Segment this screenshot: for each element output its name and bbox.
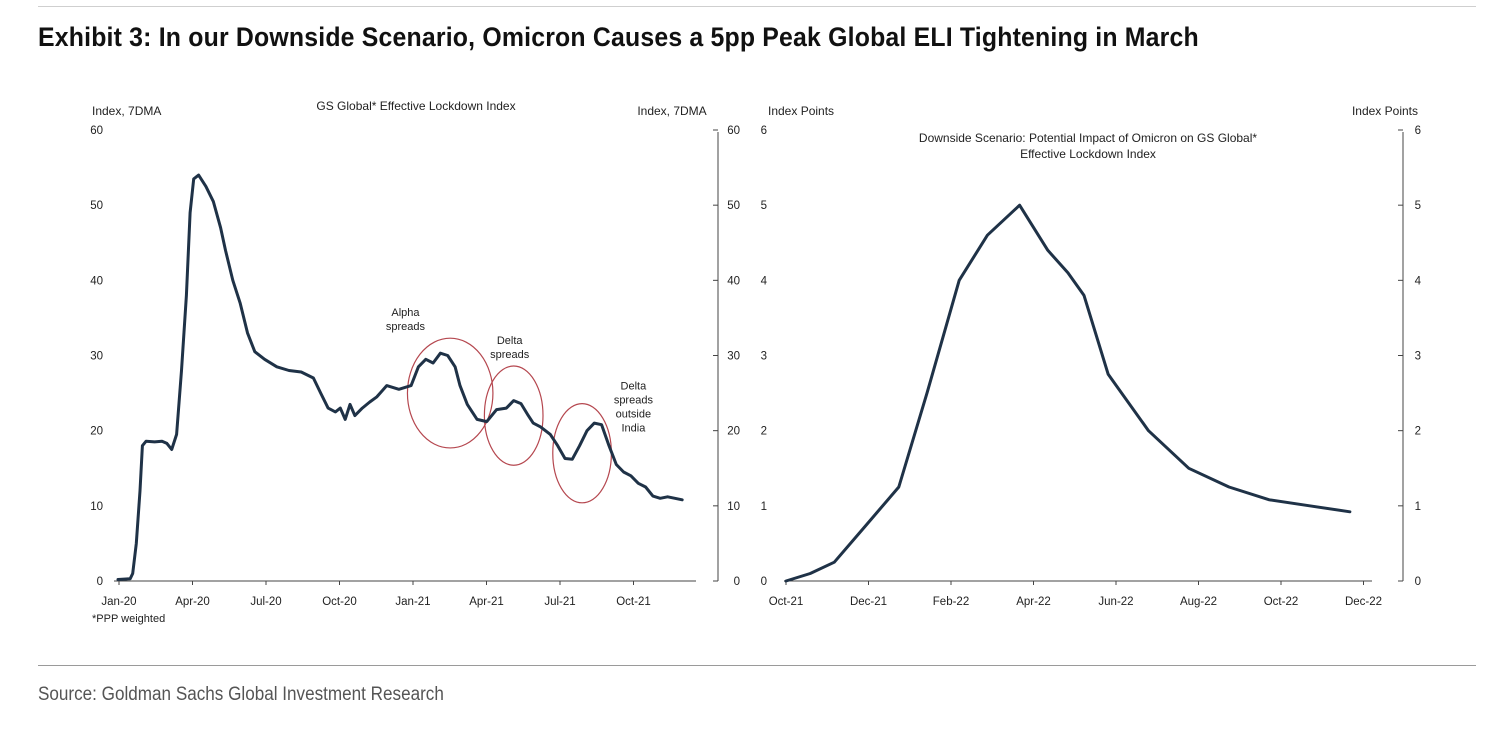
right-chart-left-ytick-labels: 0 1 2 3 4 5 6	[761, 125, 768, 588]
left-chart-footnote: *PPP weighted	[92, 613, 165, 625]
left-annotation-text: Delta	[497, 335, 524, 347]
left-left-ytick-label: 50	[90, 200, 103, 212]
left-annotation-text: Delta	[621, 381, 648, 393]
right-left-ytick-label: 2	[761, 426, 767, 438]
left-left-ytick-label: 30	[90, 351, 103, 363]
right-x-tick-label: Jun-22	[1098, 596, 1133, 608]
left-annotation-text: outside	[616, 409, 651, 421]
left-right-ytick-label: 10	[727, 501, 740, 513]
right-right-ytick-label: 4	[1415, 275, 1422, 287]
right-chart-left-ylabel: Index Points	[768, 104, 834, 118]
right-x-tick-label: Aug-22	[1180, 596, 1217, 608]
right-chart-series-line	[784, 203, 1352, 583]
right-x-tick-label: Dec-21	[850, 596, 887, 608]
left-annotation-text: India	[621, 423, 646, 435]
right-chart-right-ytick-labels: 0 1 2 3 4 5 6	[1415, 125, 1422, 588]
right-x-tick-label: Apr-22	[1016, 596, 1051, 608]
left-annotation-text: Alpha	[391, 307, 420, 319]
left-chart: Index, 7DMA GS Global* Effective Lockdow…	[90, 99, 740, 625]
left-x-tick-label: Jul-21	[544, 596, 575, 608]
right-right-ytick-label: 6	[1415, 125, 1421, 137]
right-left-ytick-label: 3	[761, 351, 767, 363]
left-x-tick-label: Apr-21	[469, 596, 504, 608]
right-chart-title-line-2: Effective Lockdown Index	[1020, 147, 1156, 161]
left-right-ytick-label: 40	[727, 275, 740, 287]
left-left-ytick-label: 40	[90, 275, 103, 287]
top-rule	[38, 6, 1476, 7]
right-right-ytick-label: 0	[1415, 576, 1421, 588]
right-x-tick-label: Dec-22	[1345, 596, 1382, 608]
right-x-tick-label: Oct-21	[769, 596, 804, 608]
left-chart-right-tick-marks	[713, 129, 718, 582]
right-right-ytick-label: 2	[1415, 426, 1421, 438]
left-chart-right-ylabel: Index, 7DMA	[637, 104, 706, 118]
source-note: Source: Goldman Sachs Global Investment …	[38, 684, 444, 705]
left-right-ytick-label: 0	[734, 576, 740, 588]
left-x-tick-label: Apr-20	[175, 596, 210, 608]
left-chart-title: GS Global* Effective Lockdown Index	[316, 99, 515, 113]
right-x-tick-label: Oct-22	[1264, 596, 1299, 608]
bottom-rule	[38, 665, 1476, 666]
left-chart-right-ytick-labels: 0 10 20 30 40 50 60	[727, 125, 740, 588]
left-x-tick-label: Oct-20	[322, 596, 357, 608]
right-chart-x-tick-labels: Oct-21 Dec-21 Feb-22 Apr-22 Jun-22 Aug-22 Oct-…	[769, 581, 1382, 608]
left-chart-left-ylabel: Index, 7DMA	[92, 104, 161, 118]
right-right-ytick-label: 5	[1415, 200, 1421, 212]
left-annotation-text: spreads	[490, 349, 530, 361]
right-left-ytick-label: 4	[761, 275, 768, 287]
left-annotation-text: spreads	[614, 395, 654, 407]
left-x-tick-label: Oct-21	[616, 596, 651, 608]
left-x-tick-label: Jan-21	[395, 596, 430, 608]
exhibit-title: Exhibit 3: In our Downside Scenario, Omi…	[38, 22, 1199, 52]
right-chart-right-tick-marks	[1398, 129, 1403, 582]
left-annotation-circle	[483, 365, 544, 466]
right-x-tick-label: Feb-22	[933, 596, 969, 608]
right-chart-title-line-1: Downside Scenario: Potential Impact of O…	[919, 131, 1257, 145]
left-chart-x-tick-labels: Jan-20 Apr-20 Jul-20 Oct-20 Jan-21 Apr-21 Jul-…	[101, 581, 651, 608]
left-left-ytick-label: 10	[90, 501, 103, 513]
left-annotation-circle	[406, 337, 494, 449]
left-left-ytick-label: 0	[97, 576, 103, 588]
left-right-ytick-label: 20	[727, 426, 740, 438]
right-left-ytick-label: 5	[761, 200, 767, 212]
right-left-ytick-label: 1	[761, 501, 767, 513]
left-chart-series-line	[116, 173, 684, 581]
right-right-ytick-label: 1	[1415, 501, 1421, 513]
left-x-tick-label: Jan-20	[101, 596, 136, 608]
left-right-ytick-label: 60	[727, 125, 740, 137]
left-right-ytick-label: 30	[727, 351, 740, 363]
left-left-ytick-label: 60	[90, 125, 103, 137]
right-right-ytick-label: 3	[1415, 351, 1421, 363]
right-chart: Index Points Index Points Downside Scena…	[761, 104, 1422, 608]
right-left-ytick-label: 6	[761, 125, 767, 137]
left-x-tick-label: Jul-20	[250, 596, 281, 608]
left-chart-annotation-circles	[406, 337, 612, 504]
right-left-ytick-label: 0	[761, 576, 767, 588]
left-chart-left-ytick-labels: 0 10 20 30 40 50 60	[90, 125, 103, 588]
left-right-ytick-label: 50	[727, 200, 740, 212]
left-annotation-text: spreads	[386, 321, 426, 333]
left-left-ytick-label: 20	[90, 426, 103, 438]
right-chart-right-ylabel: Index Points	[1352, 104, 1418, 118]
left-chart-annotations: Alpha spreads Delta spreads Delta spreads outs…	[386, 307, 654, 434]
